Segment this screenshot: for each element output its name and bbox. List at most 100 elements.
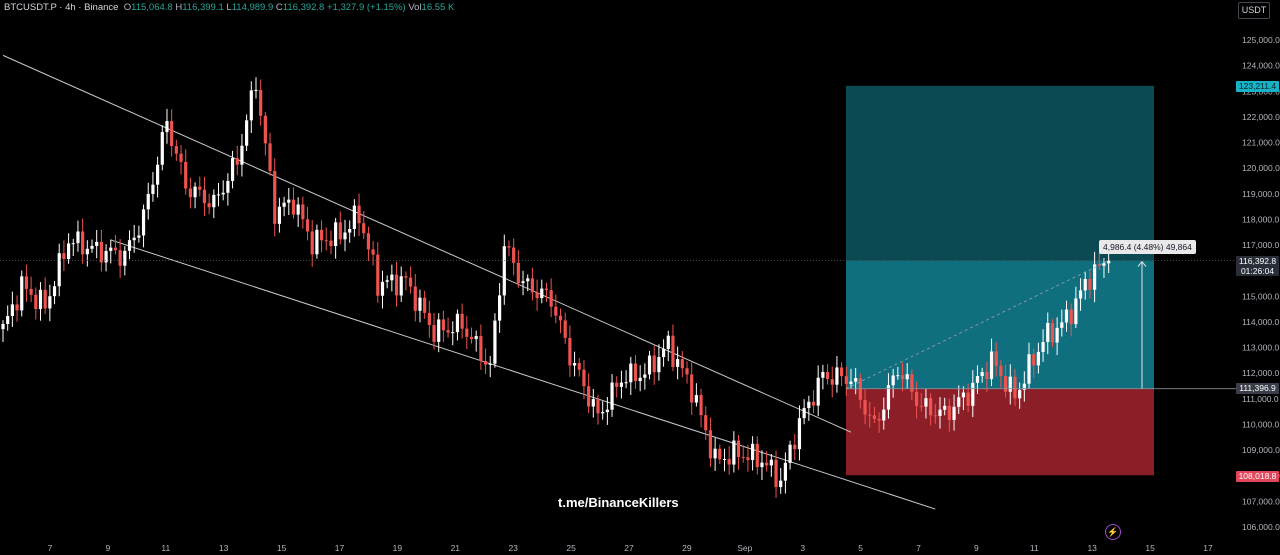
candle bbox=[315, 224, 319, 259]
candle bbox=[544, 282, 549, 302]
candle-body bbox=[629, 363, 633, 383]
open-value: 115,064.8 bbox=[131, 2, 173, 13]
candle-body bbox=[549, 290, 553, 307]
candle-body bbox=[802, 408, 806, 419]
currency-button[interactable]: USDT bbox=[1238, 2, 1270, 19]
candle-body bbox=[10, 304, 14, 316]
candle-body bbox=[427, 312, 431, 325]
current-price-label: 116,392.8 01:26:04 bbox=[1236, 256, 1279, 276]
candle bbox=[1022, 371, 1026, 402]
candle bbox=[437, 313, 441, 353]
candle-body bbox=[85, 248, 89, 255]
candle bbox=[10, 291, 14, 327]
candle bbox=[76, 220, 80, 252]
candle-body bbox=[685, 368, 689, 375]
candle-body bbox=[605, 409, 609, 413]
candle-body bbox=[1107, 260, 1111, 264]
candle bbox=[844, 366, 848, 396]
candle-body bbox=[900, 375, 905, 380]
candle-body bbox=[198, 186, 202, 190]
candle bbox=[230, 150, 235, 189]
candle bbox=[661, 339, 666, 367]
candle-body bbox=[526, 278, 530, 282]
symbol-label[interactable]: BTCUSDT.P bbox=[4, 2, 57, 13]
time-tick: 9 bbox=[974, 543, 979, 553]
candle-body bbox=[193, 186, 197, 198]
candle bbox=[24, 264, 29, 302]
interval-label[interactable]: 4h bbox=[65, 2, 76, 13]
candle bbox=[394, 261, 399, 307]
candle bbox=[432, 313, 436, 350]
candle bbox=[20, 270, 24, 317]
candle-body bbox=[465, 328, 469, 337]
time-tick: 15 bbox=[277, 543, 287, 553]
candle-body bbox=[249, 90, 253, 121]
candle-body bbox=[952, 406, 956, 421]
candle-body bbox=[390, 274, 394, 281]
candle bbox=[277, 197, 282, 233]
price-tick: 120,000.0 bbox=[1242, 163, 1280, 173]
candle-body bbox=[1, 323, 5, 330]
candle-body bbox=[455, 313, 460, 333]
candle-body bbox=[971, 382, 975, 406]
candle bbox=[830, 366, 834, 398]
candle-body bbox=[727, 459, 731, 465]
candle-body bbox=[451, 332, 455, 334]
candle-body bbox=[1074, 298, 1078, 325]
candle bbox=[408, 266, 413, 294]
candle-body bbox=[441, 319, 445, 331]
candle-body bbox=[282, 202, 286, 207]
candle-body bbox=[291, 199, 296, 215]
candle-body bbox=[816, 377, 820, 406]
candle bbox=[558, 308, 563, 334]
candle-body bbox=[638, 377, 642, 382]
candle-body bbox=[671, 335, 675, 367]
candle-body bbox=[1032, 354, 1036, 366]
price-tick: 107,000.0 bbox=[1242, 496, 1280, 506]
candle bbox=[305, 206, 310, 241]
price-tick: 124,000.0 bbox=[1242, 61, 1280, 71]
candle bbox=[423, 290, 427, 319]
candle-body bbox=[310, 231, 314, 255]
candle-body bbox=[1055, 327, 1059, 343]
candle-body bbox=[713, 448, 717, 459]
candle bbox=[352, 199, 356, 237]
candle-body bbox=[366, 233, 371, 250]
candle bbox=[132, 224, 136, 253]
candle bbox=[947, 398, 951, 432]
candle-body bbox=[1069, 309, 1073, 325]
candle-body bbox=[619, 382, 624, 387]
candle bbox=[366, 226, 371, 261]
candle bbox=[1003, 364, 1008, 398]
candle bbox=[647, 350, 652, 380]
candle bbox=[793, 434, 797, 461]
candle bbox=[980, 367, 984, 383]
candle bbox=[109, 239, 113, 264]
candle-body bbox=[938, 409, 942, 416]
candle-body bbox=[558, 315, 563, 321]
candle bbox=[666, 330, 670, 362]
candle bbox=[676, 346, 680, 380]
candle bbox=[900, 362, 905, 392]
candle-body bbox=[259, 89, 263, 116]
candle-body bbox=[137, 235, 141, 238]
candle bbox=[849, 368, 853, 389]
lightning-icon[interactable]: ⚡ bbox=[1105, 524, 1121, 540]
candle-body bbox=[212, 194, 216, 208]
candle bbox=[727, 446, 731, 475]
candle-body bbox=[896, 375, 900, 377]
price-tick: 114,000.0 bbox=[1242, 317, 1279, 327]
candle bbox=[840, 362, 844, 387]
candle bbox=[985, 361, 989, 392]
candle-body bbox=[179, 153, 183, 162]
candle-body bbox=[235, 158, 239, 165]
price-tick: 115,000.0 bbox=[1242, 291, 1279, 301]
candle-body bbox=[329, 240, 333, 246]
candle bbox=[399, 266, 403, 302]
candle bbox=[872, 406, 877, 423]
candle-body bbox=[160, 132, 164, 165]
candle bbox=[460, 303, 464, 339]
candle bbox=[498, 283, 502, 333]
candle-body bbox=[95, 241, 99, 246]
